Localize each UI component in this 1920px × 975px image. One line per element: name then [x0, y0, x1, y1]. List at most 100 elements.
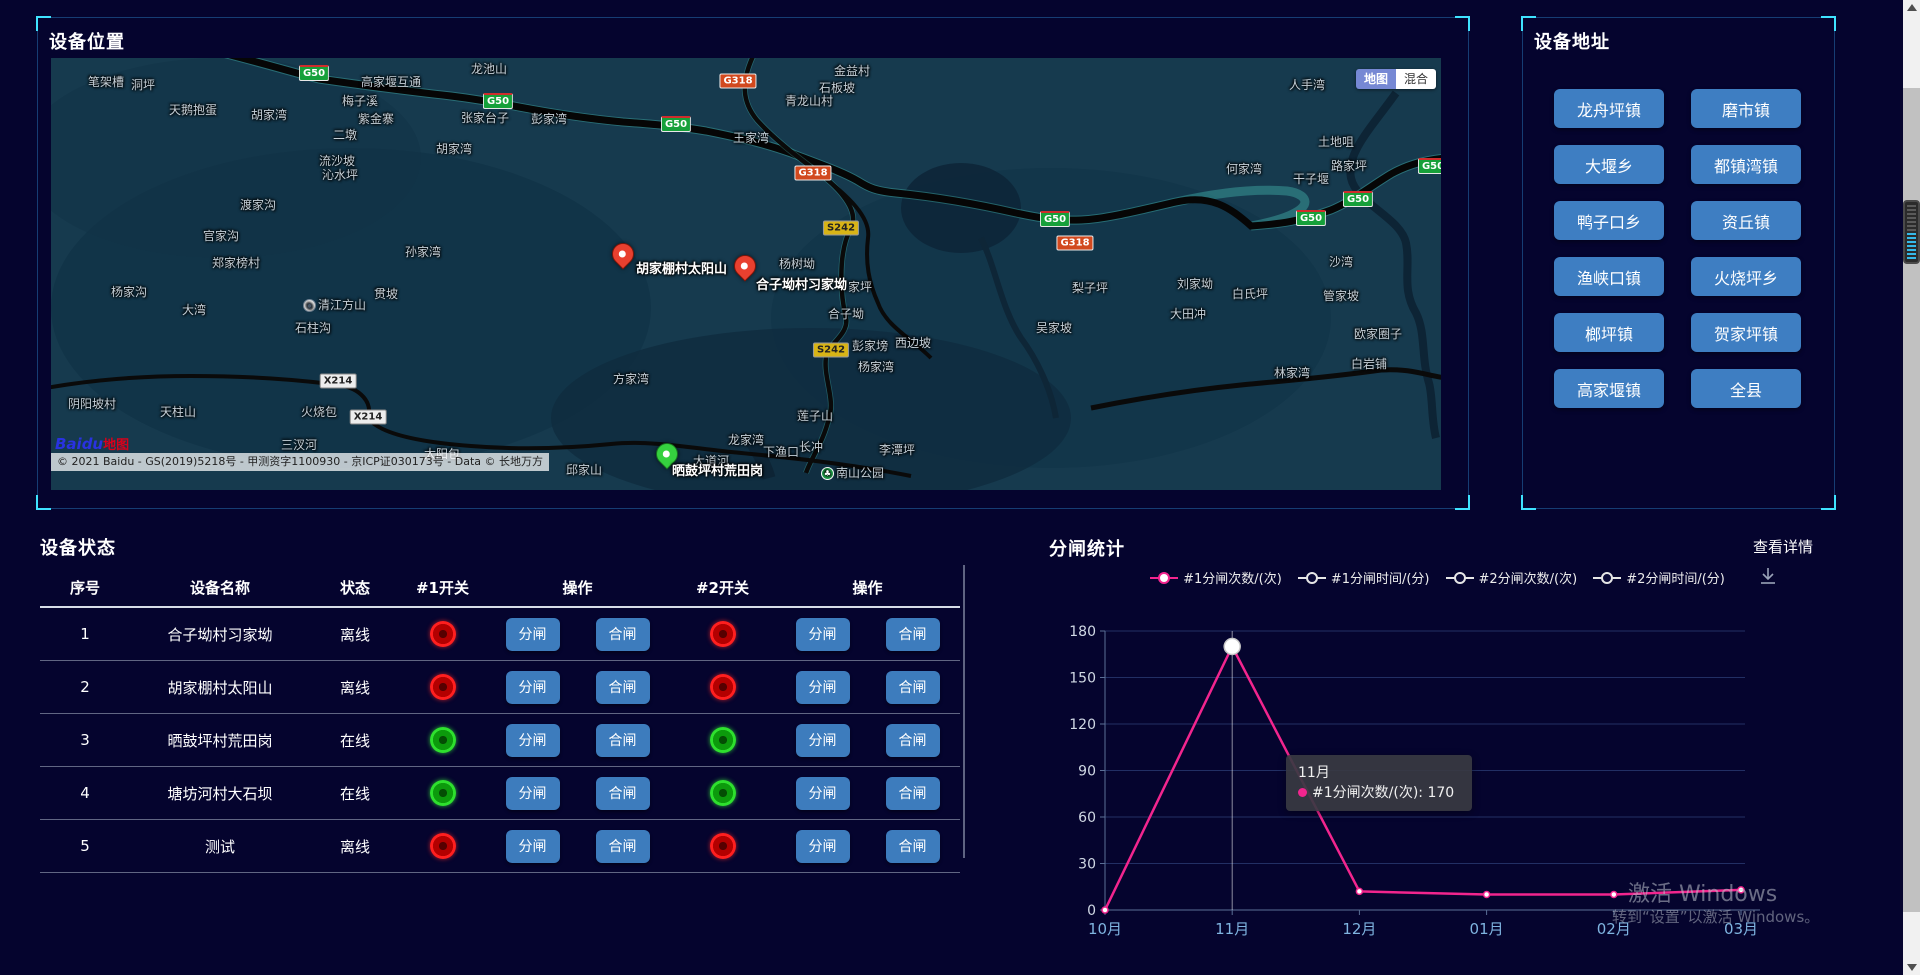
open-switch-button[interactable]: 分闸 [505, 723, 560, 757]
table-header-cell: 操作 [852, 578, 883, 597]
switch2-indicator-green [709, 727, 736, 753]
map-type-toggle[interactable]: 地图 混合 [1356, 69, 1437, 89]
address-button-龙舟坪镇[interactable]: 龙舟坪镇 [1554, 89, 1664, 128]
road-badge: X214 [349, 409, 387, 425]
map-attribution: © 2021 Baidu - GS(2019)5218号 - 甲测资字11009… [51, 453, 550, 471]
switch1-actions: 分闸 合闸 [485, 829, 670, 863]
close-switch-button[interactable]: 合闸 [595, 617, 650, 651]
corner-decoration [1455, 16, 1470, 31]
road-badge: G50 [482, 93, 514, 109]
address-button-资丘镇[interactable]: 资丘镇 [1691, 201, 1801, 240]
map-place-label: 西边坡 [895, 336, 932, 350]
address-button-大堰乡[interactable]: 大堰乡 [1554, 145, 1664, 184]
map-place-label: 王家湾 [733, 131, 770, 145]
legend-item[interactable]: #2分闸次数/(次) [1445, 568, 1577, 587]
chart-legend: #1分闸次数/(次) #1分闸时间/(分) #2分闸次数/(次) #2分闸时间/(分) [1040, 568, 1835, 587]
legend-item[interactable]: #1分闸次数/(次) [1150, 568, 1282, 587]
road-badge: X214 [319, 373, 357, 389]
close-switch-button[interactable]: 合闸 [595, 670, 650, 704]
switch2-indicator-red [709, 833, 736, 859]
close-switch-button[interactable]: 合闸 [595, 776, 650, 810]
map-place-label: 大湾 [182, 303, 207, 317]
open-switch-button[interactable]: 分闸 [795, 776, 850, 810]
map-place-label: ◉ 清江方山 [303, 296, 366, 313]
open-switch-button[interactable]: 分闸 [795, 723, 850, 757]
tooltip-entry: #1分闸次数/(次): 170 [1298, 783, 1460, 803]
map-place-label: 沁水坪 [322, 168, 359, 182]
device-name: 合子坳村习家坳 [167, 625, 273, 644]
panel-divider [963, 565, 965, 858]
address-button-火烧坪乡[interactable]: 火烧坪乡 [1691, 257, 1801, 296]
address-button-渔峡口镇[interactable]: 渔峡口镇 [1554, 257, 1664, 296]
map-place-label: 洞坪 [131, 78, 156, 92]
open-switch-button[interactable]: 分闸 [505, 829, 560, 863]
map-type-hybrid-button[interactable]: 混合 [1396, 69, 1437, 89]
address-button-鸭子口乡[interactable]: 鸭子口乡 [1554, 201, 1664, 240]
switch1-indicator-cell [400, 621, 485, 647]
legend-item[interactable]: #1分闸时间/(分) [1297, 568, 1430, 587]
line-chart[interactable]: 0 30 60 90 120 150 180 10月 11月 12月 01月 02月 03月 [1060, 598, 1820, 948]
address-button-都镇湾镇[interactable]: 都镇湾镇 [1691, 145, 1801, 184]
open-switch-button[interactable]: 分闸 [505, 776, 560, 810]
scroll-indicator-overlay [1903, 200, 1920, 264]
road-badge: S242 [812, 342, 850, 358]
map-place-label: 大田冲 [1170, 307, 1207, 321]
chart-tooltip: 11月 #1分闸次数/(次): 170 [1286, 755, 1472, 811]
map-place-label: 流沙坡 [319, 154, 356, 168]
close-switch-button[interactable]: 合闸 [885, 829, 940, 863]
address-button-榔坪镇[interactable]: 榔坪镇 [1554, 313, 1664, 352]
map-place-label: 杨家湾 [858, 360, 895, 374]
row-index: 5 [80, 837, 90, 855]
baidu-map[interactable]: 笔架槽 洞坪 天鹅抱蛋 胡家湾 高家堰互通 梅子溪 紫金寨 二墩 张家台子 龙池山 彭家湾 金益村 石板… [51, 58, 1441, 490]
map-place-label: 下渔口 [763, 445, 800, 459]
address-button-磨市镇[interactable]: 磨市镇 [1691, 89, 1801, 128]
close-switch-button[interactable]: 合闸 [595, 829, 650, 863]
close-switch-button[interactable]: 合闸 [885, 670, 940, 704]
open-switch-button[interactable]: 分闸 [505, 670, 560, 704]
scrollbar-thumb[interactable] [1903, 88, 1920, 912]
address-button-全县[interactable]: 全县 [1691, 369, 1801, 408]
scroll-indicator-dash [1907, 257, 1916, 259]
map-place-label: 阴阳坡村 [68, 397, 117, 411]
scrollbar-up-arrow[interactable] [1907, 4, 1917, 11]
scroll-indicator-dash [1907, 225, 1916, 227]
map-place-label: 石柱沟 [295, 321, 332, 335]
map-place-label: 莲子山 [797, 409, 834, 423]
legend-item[interactable]: #2分闸时间/(分) [1593, 568, 1725, 587]
close-switch-button[interactable]: 合闸 [885, 776, 940, 810]
switch1-indicator-green [429, 780, 456, 806]
scrollbar-down-arrow[interactable] [1907, 964, 1917, 971]
close-switch-button[interactable]: 合闸 [885, 617, 940, 651]
table-header-cell: 设备名称 [189, 578, 250, 597]
map-place-label: 杨家沟 [111, 285, 148, 299]
map-place-label: 家坪 [848, 280, 873, 294]
switch2-actions: 分闸 合闸 [775, 617, 960, 651]
legend-label: #1分闸时间/(分) [1330, 572, 1430, 587]
switch1-actions: 分闸 合闸 [485, 723, 670, 757]
close-switch-button[interactable]: 合闸 [595, 723, 650, 757]
address-button-贺家坪镇[interactable]: 贺家坪镇 [1691, 313, 1801, 352]
legend-marker [1297, 571, 1326, 584]
download-icon[interactable] [1758, 566, 1778, 590]
row-index: 3 [80, 731, 90, 749]
address-button-高家堰镇[interactable]: 高家堰镇 [1554, 369, 1664, 408]
open-switch-button[interactable]: 分闸 [505, 617, 560, 651]
open-switch-button[interactable]: 分闸 [795, 670, 850, 704]
map-type-map-button[interactable]: 地图 [1356, 69, 1397, 89]
switch2-actions: 分闸 合闸 [775, 723, 960, 757]
open-switch-button[interactable]: 分闸 [795, 829, 850, 863]
view-details-link[interactable]: 查看详情 [1753, 538, 1814, 556]
map-panel-title: 设备位置 [49, 32, 125, 53]
map-place-label: 张家台子 [461, 111, 510, 125]
close-switch-button[interactable]: 合闸 [885, 723, 940, 757]
switch2-indicator-red [709, 674, 736, 700]
page-scrollbar[interactable] [1903, 0, 1920, 975]
open-switch-button[interactable]: 分闸 [795, 617, 850, 651]
device-status-table: 序号 设备名称 状态 #1开关 操作 #2开关 操作 1 合子坳村习家坳 离线 分闸 合闸 分闸 合闸 2… [40, 568, 960, 873]
tooltip-title: 11月 [1298, 765, 1330, 781]
road-badge: G318 [1056, 235, 1094, 251]
scroll-indicator-dash [1907, 245, 1916, 247]
table-row: 3 晒鼓坪村荒田岗 在线 分闸 合闸 分闸 合闸 [40, 714, 960, 767]
map-place-label: 吴家坡 [1036, 321, 1073, 335]
map-place-label: 人手湾 [1289, 78, 1326, 92]
